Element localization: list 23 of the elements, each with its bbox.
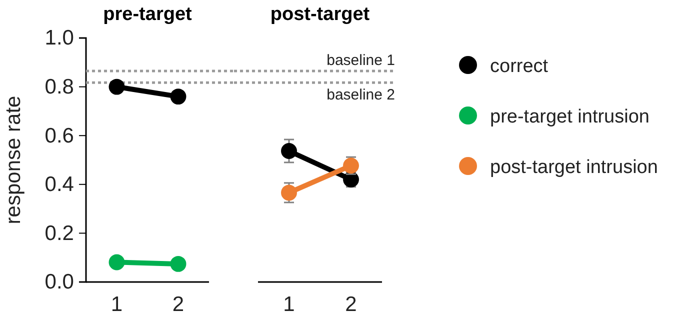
y-tick-label: 1.0 xyxy=(44,26,74,50)
y-tick-label: 0.8 xyxy=(44,76,74,99)
x-tick-label: 1 xyxy=(283,292,295,316)
legend-label: pre-target intrusion xyxy=(490,106,650,128)
y-tick-label: 0.6 xyxy=(44,124,74,148)
ref-line-label: baseline 2 xyxy=(326,86,395,104)
x-tick-label: 2 xyxy=(345,292,357,316)
y-axis-title: response rate xyxy=(2,96,25,224)
point xyxy=(170,88,186,105)
y-tick-label: 0.0 xyxy=(44,270,74,294)
point xyxy=(170,256,186,272)
chart-title: post-target xyxy=(270,4,370,25)
x-tick-label: 1 xyxy=(110,292,123,316)
point xyxy=(108,78,125,95)
ref-line-label: baseline 1 xyxy=(326,52,395,69)
legend-label: post-target intrusion xyxy=(490,157,658,178)
chart-title: pre-target xyxy=(103,4,193,25)
point xyxy=(281,143,297,159)
point xyxy=(108,254,125,270)
y-tick-label: 0.4 xyxy=(44,173,74,196)
legend-label: correct xyxy=(490,56,549,77)
x-tick-label: 2 xyxy=(172,292,184,316)
y-tick-label: 0.2 xyxy=(44,222,74,245)
